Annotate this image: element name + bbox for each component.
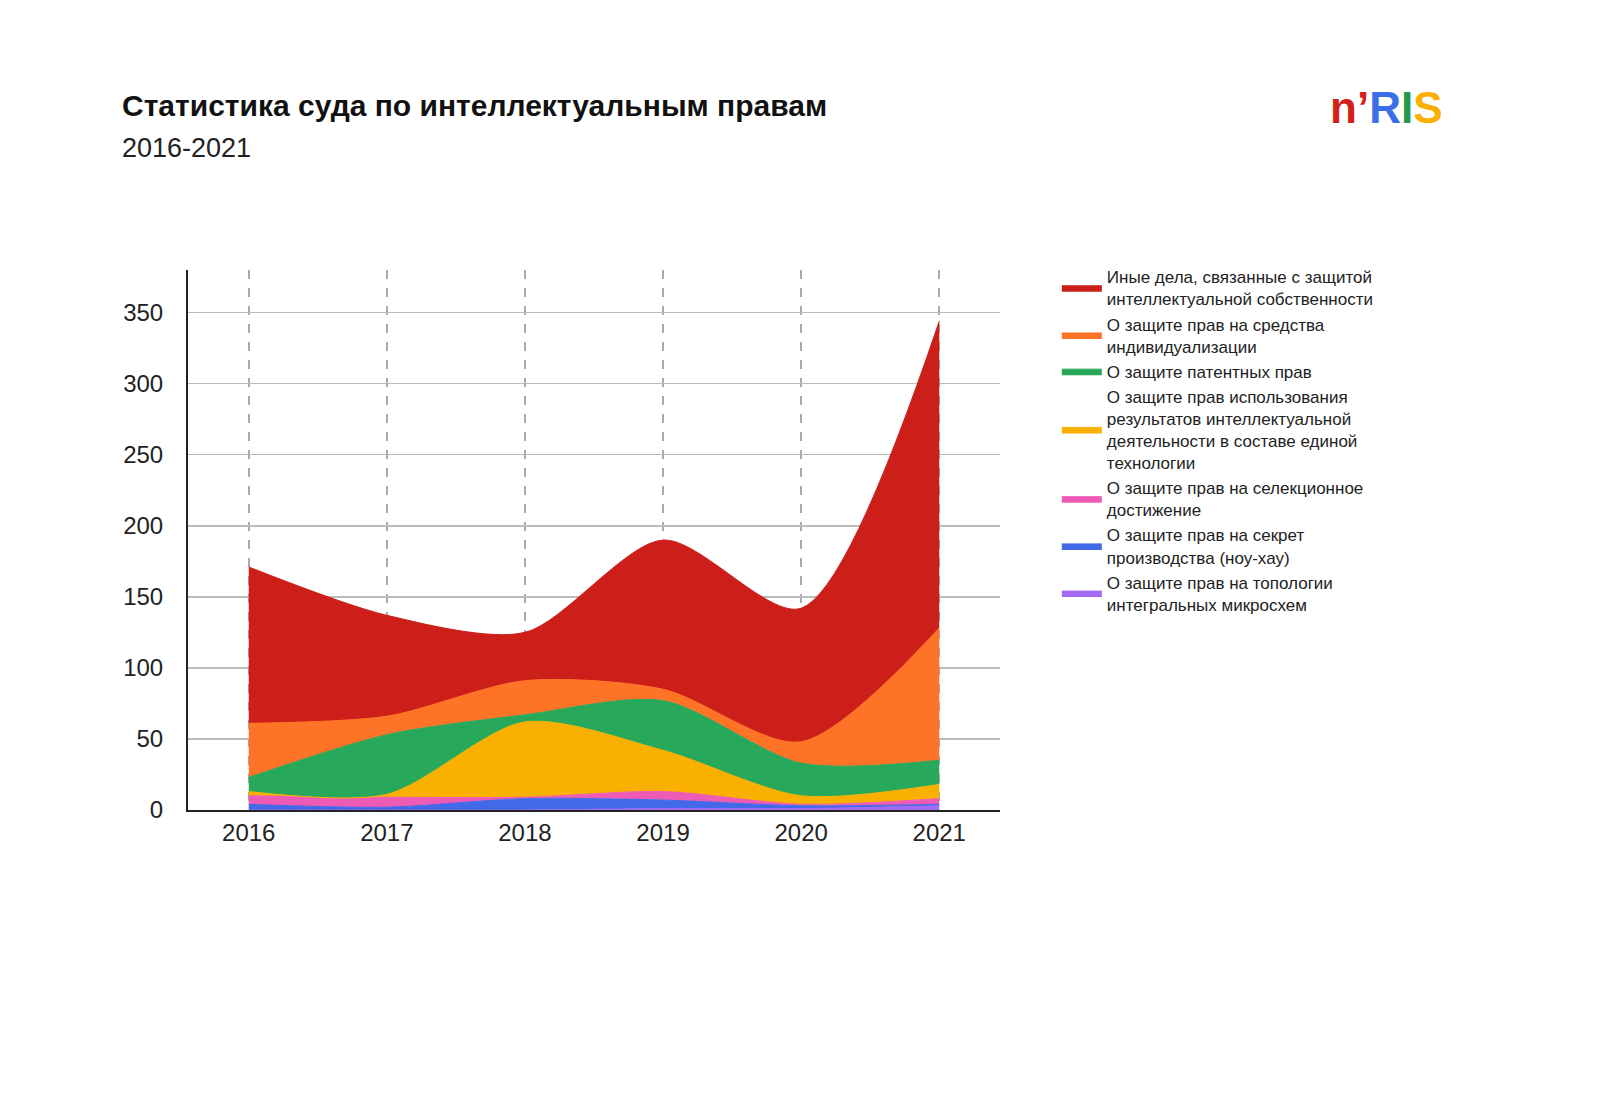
svg-text:150: 150 [123, 583, 163, 610]
svg-text:2016: 2016 [222, 819, 275, 846]
svg-text:О защите прав на средстваиндив: О защите прав на средстваиндивидуализаци… [1107, 316, 1325, 357]
svg-text:О защите прав на селекционноед: О защите прав на селекционноедостижение [1107, 479, 1363, 520]
svg-text:2018: 2018 [498, 819, 551, 846]
svg-text:0: 0 [150, 796, 163, 823]
svg-text:2016-2021: 2016-2021 [122, 133, 251, 163]
svg-text:О защите прав на топологииинте: О защите прав на топологииинтегральных м… [1107, 574, 1333, 615]
svg-text:2020: 2020 [774, 819, 827, 846]
svg-text:2017: 2017 [360, 819, 413, 846]
svg-text:2019: 2019 [636, 819, 689, 846]
svg-text:О защите прав на секретпроизво: О защите прав на секретпроизводства (ноу… [1107, 526, 1305, 567]
svg-text:100: 100 [123, 654, 163, 681]
svg-text:200: 200 [123, 512, 163, 539]
svg-text:О защите прав использованиярез: О защите прав использованиярезультатов и… [1107, 388, 1358, 473]
svg-text:300: 300 [123, 370, 163, 397]
svg-text:Статистика суда по интеллектуа: Статистика суда по интеллектуальным прав… [122, 89, 827, 122]
svg-text:250: 250 [123, 441, 163, 468]
svg-text:50: 50 [136, 725, 163, 752]
svg-text:n’RIS: n’RIS [1330, 83, 1443, 132]
svg-text:Иные дела, связанные с защитой: Иные дела, связанные с защитойинтеллекту… [1107, 268, 1373, 309]
svg-text:2021: 2021 [913, 819, 966, 846]
svg-text:350: 350 [123, 299, 163, 326]
svg-text:О защите патентных прав: О защите патентных прав [1107, 363, 1312, 382]
